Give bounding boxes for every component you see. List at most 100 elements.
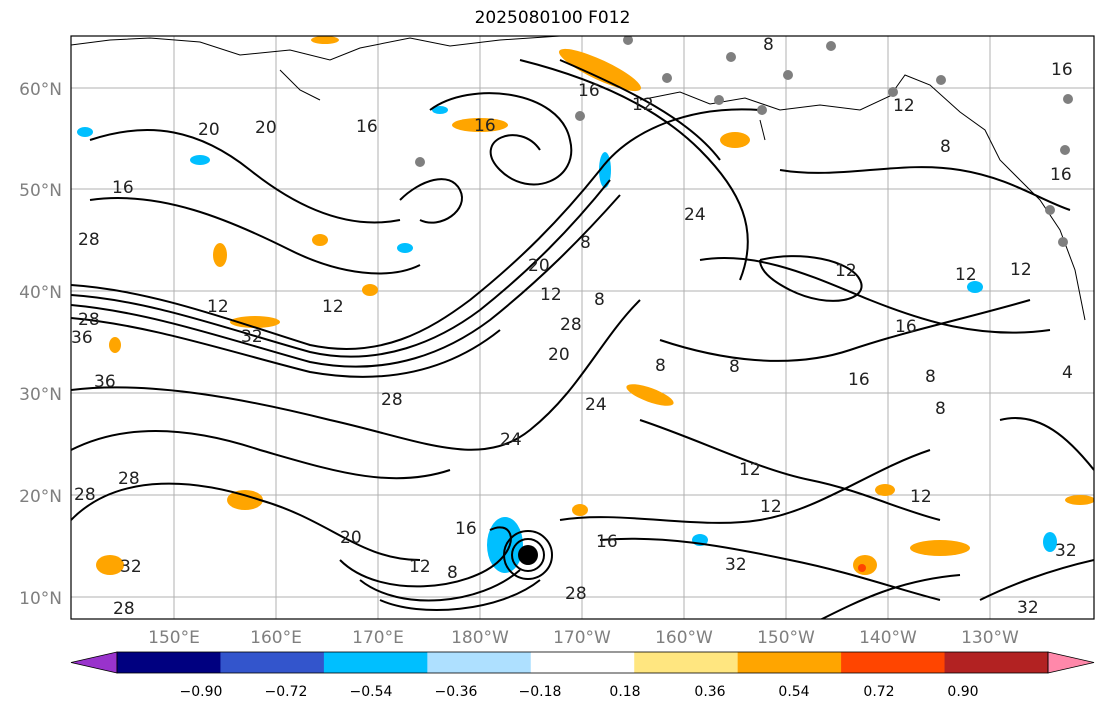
contour-label: 8: [594, 290, 605, 310]
contour-label: 12: [910, 487, 932, 507]
contour-label: 36: [94, 372, 116, 392]
contour-label: 28: [381, 390, 403, 410]
contour-label: 32: [1017, 598, 1039, 618]
contour-label: 16: [356, 117, 378, 137]
lon-label: 160°W: [655, 628, 713, 648]
colorbar-extend-max: [1047, 651, 1095, 674]
contour-label: 12: [1010, 260, 1032, 280]
height-contours: [71, 59, 1094, 619]
colorbar-segment: [220, 652, 325, 673]
contour-label: 16: [848, 370, 870, 390]
contour-label: 8: [763, 35, 774, 55]
contour-label: 20: [548, 345, 570, 365]
colorbar-segment: [117, 652, 221, 673]
contour-label: 28: [565, 584, 587, 604]
contour-label: 16: [895, 317, 917, 337]
colorbar: [70, 651, 1095, 674]
contour-label: 12: [893, 96, 915, 116]
lat-label: 50°N: [19, 181, 62, 201]
lat-label: 10°N: [19, 589, 62, 609]
contour-label: 12: [835, 261, 857, 281]
contour-label: 20: [528, 256, 550, 276]
contour-label: 8: [935, 399, 946, 419]
colorbar-tick-label: 0.36: [694, 684, 725, 700]
contour-label: 28: [118, 469, 140, 489]
contour-label: 28: [78, 310, 100, 330]
lon-label: 160°E: [250, 628, 302, 648]
colorbar-tick-label: −0.90: [180, 684, 223, 700]
contour-label: 32: [725, 555, 747, 575]
contour-label: 12: [207, 297, 229, 317]
contour-label: 16: [578, 81, 600, 101]
lon-label: 170°W: [553, 628, 611, 648]
contour-label: 8: [580, 233, 591, 253]
contour-label: 12: [760, 497, 782, 517]
contour-label: 24: [585, 395, 607, 415]
contour-label: 16: [1050, 165, 1072, 185]
contour-label: 36: [71, 328, 93, 348]
contour-label: 16: [1051, 60, 1073, 80]
contour-label: 16: [474, 116, 496, 136]
contour-label: 16: [596, 532, 618, 552]
contour-label: 12: [955, 265, 977, 285]
shaded-patches: [77, 36, 1094, 575]
station-markers: [415, 36, 1073, 247]
storm-center-marker: [518, 545, 538, 565]
colorbar-extend-min: [70, 651, 118, 674]
contour-label: 24: [684, 205, 706, 225]
contour-label: 20: [198, 120, 220, 140]
longitude-labels: 150°E 160°E 170°E 180°W 170°W 160°W 150°…: [148, 628, 1019, 648]
colorbar-tick-label: −0.18: [519, 684, 562, 700]
colorbar-tick-labels: −0.90 −0.72 −0.54 −0.36 −0.18 0.18 0.36 …: [180, 684, 979, 700]
colorbar-tick-label: −0.54: [350, 684, 393, 700]
contour-label: 8: [729, 357, 740, 377]
colorbar-tick-label: 0.18: [609, 684, 640, 700]
coastlines: [71, 36, 1086, 321]
lon-label: 140°W: [859, 628, 917, 648]
lat-label: 20°N: [19, 487, 62, 507]
lon-label: 150°E: [148, 628, 200, 648]
map-border: [70, 35, 1095, 620]
lat-label: 30°N: [19, 385, 62, 405]
contour-label: 8: [925, 367, 936, 387]
contour-label: 16: [112, 178, 134, 198]
map-title: 2025080100 F012: [474, 8, 631, 28]
contour-label: 32: [241, 327, 263, 347]
latitude-labels: 60°N 50°N 40°N 30°N 20°N 10°N: [19, 80, 62, 609]
lon-label: 180°W: [451, 628, 509, 648]
contour-label: 16: [455, 519, 477, 539]
colorbar-segment: [427, 652, 532, 673]
colorbar-frame: [116, 651, 1049, 674]
colorbar-segment: [737, 652, 842, 673]
contour-label: 12: [409, 557, 431, 577]
lat-label: 40°N: [19, 283, 62, 303]
lon-label: 170°E: [352, 628, 404, 648]
contour-label: 28: [113, 599, 135, 619]
colorbar-segment: [841, 652, 946, 673]
contour-label: 8: [655, 356, 666, 376]
contour-label: 8: [940, 137, 951, 157]
contour-label: 12: [632, 95, 654, 115]
gridlines: [71, 36, 1094, 619]
contour-labels: 12 16 8 12 20 20 16 16 12 16 20 28 36 28…: [71, 35, 1077, 619]
lon-label: 150°W: [757, 628, 815, 648]
contour-label: 28: [74, 485, 96, 505]
contour-label: 20: [255, 118, 277, 138]
contour-label: 32: [1055, 541, 1077, 561]
colorbar-segment: [530, 652, 635, 673]
contour-label: 12: [322, 297, 344, 317]
contour-label: 28: [560, 315, 582, 335]
contour-label: 20: [340, 528, 362, 548]
colorbar-segment: [944, 652, 1049, 673]
colorbar-segment: [634, 652, 739, 673]
colorbar-segment: [323, 652, 428, 673]
contour-label: 12: [540, 285, 562, 305]
colorbar-tick-label: −0.72: [265, 684, 308, 700]
colorbar-tick-label: 0.54: [778, 684, 809, 700]
colorbar-tick-label: 0.90: [947, 684, 978, 700]
contour-label: 8: [447, 563, 458, 583]
contour-label: 12: [739, 460, 761, 480]
contour-label: 32: [120, 557, 142, 577]
lon-label: 130°W: [961, 628, 1019, 648]
colorbar-tick-label: 0.72: [863, 684, 894, 700]
